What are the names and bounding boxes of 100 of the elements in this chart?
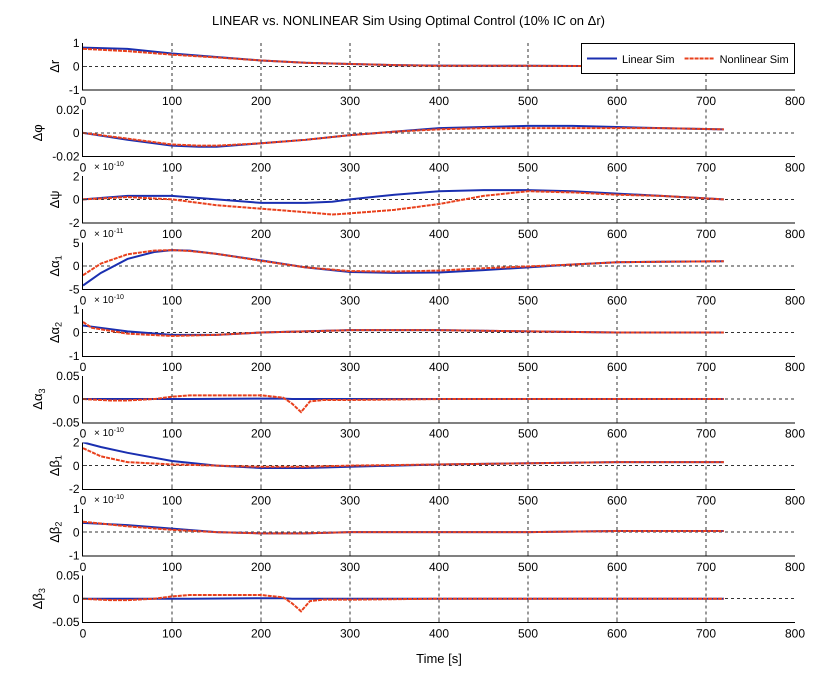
x-tick-label: 300	[340, 294, 360, 308]
line-series	[83, 321, 725, 337]
x-tick-label: 500	[518, 160, 538, 175]
x-tick-label: 700	[696, 560, 716, 574]
x-tick-label: 200	[250, 426, 272, 441]
x-tick-label: 100	[162, 227, 182, 242]
line-series	[83, 394, 725, 414]
x-tick-label: 200	[250, 294, 272, 308]
x-tick-label: 800	[784, 294, 806, 308]
x-tick-label: 800	[784, 160, 806, 175]
y-tick-label: 5	[72, 236, 80, 250]
x-tick-label: 500	[518, 626, 538, 640]
x-tick-label: 800	[784, 227, 806, 242]
text: × 10$^{-10}$	[94, 427, 124, 440]
text: × 10$^{-10}$	[94, 161, 124, 174]
y-tick-label: 0	[72, 525, 80, 540]
x-tick-label: 800	[784, 493, 806, 508]
x-tick-label: 500	[518, 94, 538, 108]
y-tick-label: 0.05	[56, 568, 80, 583]
x-tick-label: 700	[696, 94, 716, 108]
x-tick-label: 100	[162, 294, 182, 308]
x-tick-label: 600	[606, 360, 628, 374]
x-tick-label: 200	[250, 560, 272, 574]
x-tick-label: 200	[250, 160, 272, 175]
x-tick-label: 500	[518, 360, 538, 374]
line-series	[83, 447, 725, 468]
x-tick-label: 800	[784, 560, 806, 574]
x-tick-label: 600	[606, 560, 628, 574]
x-tick-label: 100	[162, 360, 182, 374]
y-tick-label: 2	[72, 436, 80, 450]
x-tick-label: 700	[696, 626, 716, 640]
y-axis-title: Δψ	[46, 190, 62, 208]
y-tick-label: -0.05	[52, 615, 80, 630]
text: × 10$^{-11}$	[94, 228, 124, 240]
x-tick-label: 600	[606, 426, 628, 441]
y-tick-label: -2	[68, 216, 80, 230]
y-tick-label: -0.05	[52, 416, 80, 430]
text: × 10$^{-10}$	[94, 294, 124, 306]
x-tick-label: 400	[428, 160, 450, 175]
x-tick-label: 600	[606, 94, 628, 108]
y-axis-title: Δφ	[30, 124, 46, 142]
x-tick-label: 300	[340, 426, 360, 441]
x-tick-label: 100	[162, 426, 182, 441]
y-tick-label: 0	[72, 192, 80, 207]
y-tick-label: 0	[72, 126, 80, 140]
y-tick-label: 0.02	[56, 102, 80, 117]
x-tick-label: 500	[518, 227, 538, 242]
legend-label: Nonlinear Sim	[720, 54, 789, 66]
chart-title: LINEAR vs. NONLINEAR Sim Using Optimal Control (10% IC on Δr)	[212, 13, 606, 28]
x-tick-label: 700	[696, 294, 716, 308]
y-tick-label: 0.05	[56, 368, 80, 383]
x-tick-label: 100	[162, 94, 182, 108]
y-tick-label: -1	[68, 82, 80, 97]
x-tick-label: 600	[606, 493, 628, 508]
x-tick-label: 200	[250, 493, 272, 508]
x-tick-label: 300	[340, 160, 360, 175]
y-axis-title: Δr	[46, 59, 62, 73]
y-tick-label: 1	[72, 36, 80, 50]
x-tick-label: 700	[696, 160, 716, 175]
y-tick-label: -0.02	[52, 149, 80, 164]
legend-label: Linear Sim	[622, 54, 675, 66]
line-series	[83, 249, 725, 276]
y-tick-label: 0	[72, 326, 80, 340]
x-tick-label: 400	[428, 94, 450, 108]
x-tick-label: 300	[340, 560, 360, 574]
x-tick-label: 100	[162, 160, 182, 175]
x-tick-label: 500	[518, 294, 538, 308]
x-tick-label: 500	[518, 426, 538, 441]
y-tick-label: 0	[72, 392, 80, 406]
x-tick-label: 700	[696, 360, 716, 374]
x-tick-label: 600	[606, 294, 628, 308]
x-tick-label: 400	[428, 626, 450, 640]
x-tick-label: 100	[162, 493, 182, 508]
x-tick-label: 600	[606, 227, 628, 242]
y-tick-label: 0	[72, 259, 80, 274]
x-tick-label: 400	[428, 360, 450, 374]
x-tick-label: 300	[340, 94, 360, 108]
x-tick-label: 200	[250, 94, 272, 108]
y-tick-label: 2	[72, 169, 80, 184]
line-series	[83, 190, 725, 216]
x-tick-label: 300	[340, 626, 360, 640]
x-tick-label: 300	[340, 493, 360, 508]
y-tick-label: -5	[68, 282, 80, 296]
x-tick-label: 500	[518, 493, 538, 508]
x-tick-label: 700	[696, 426, 716, 441]
x-tick-label: 400	[428, 426, 450, 441]
x-tick-label: 400	[428, 560, 450, 574]
x-tick-label: 400	[428, 493, 450, 508]
x-tick-label: 700	[696, 227, 716, 242]
x-tick-label: 200	[250, 626, 272, 640]
x-tick-label: 800	[784, 360, 806, 374]
x-tick-label: 600	[606, 160, 628, 175]
x-tick-label: 800	[784, 94, 806, 108]
y-tick-label: -1	[68, 548, 80, 563]
x-tick-label: 400	[428, 294, 450, 308]
x-axis-title: Time [s]	[416, 651, 462, 666]
x-tick-label: 500	[518, 560, 538, 574]
x-tick-label: 100	[162, 560, 182, 574]
x-tick-label: 600	[606, 626, 628, 640]
y-tick-label: -1	[68, 348, 80, 363]
